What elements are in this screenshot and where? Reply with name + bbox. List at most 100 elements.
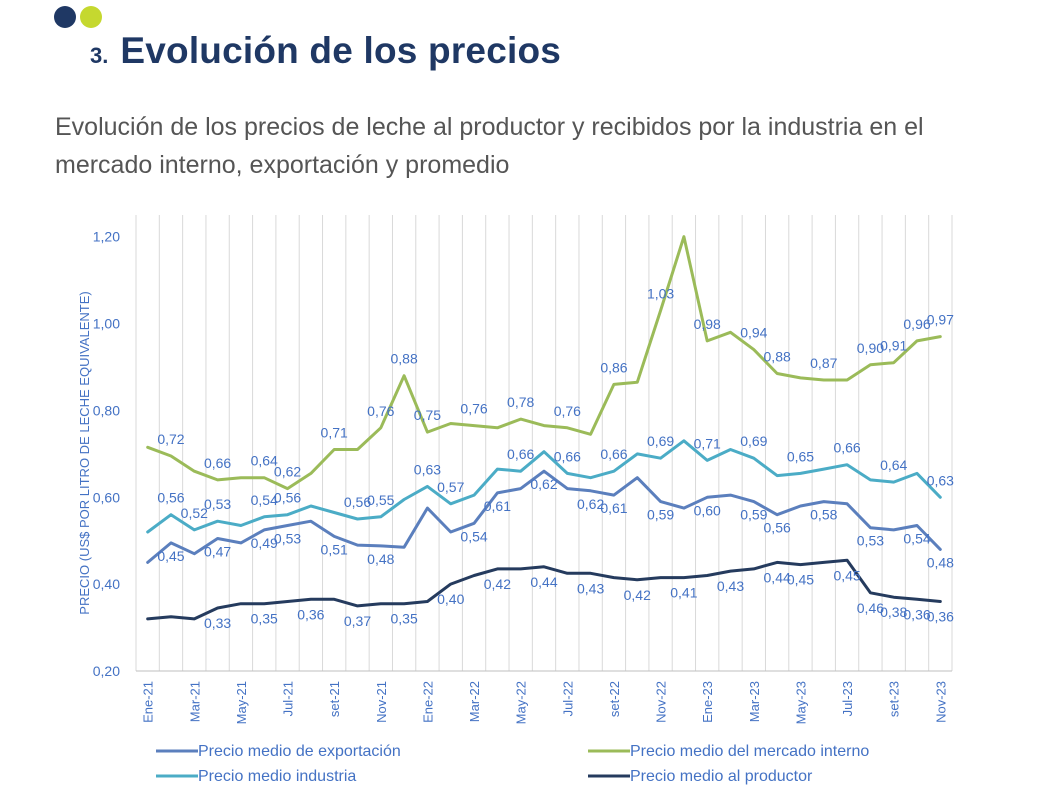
data-label: 0,48 — [927, 554, 954, 570]
x-tick-label: Nov-21 — [374, 681, 389, 723]
data-label: 0,59 — [740, 507, 767, 523]
data-label: 0,97 — [927, 312, 954, 328]
data-label: 0,53 — [857, 533, 884, 549]
data-label: 0,42 — [484, 576, 511, 592]
data-label: 0,69 — [647, 433, 674, 449]
legend-label: Precio medio al productor — [630, 768, 813, 785]
data-label: 0,98 — [694, 316, 721, 332]
data-label: 0,71 — [321, 425, 348, 441]
data-label: 0,52 — [181, 505, 208, 521]
x-tick-label: May-22 — [514, 681, 529, 724]
data-label: 0,54 — [903, 531, 930, 547]
x-tick-label: set-21 — [327, 681, 342, 717]
data-label: 0,56 — [764, 520, 791, 536]
y-axis-label: PRECIO (US$ POR LITRO DE LECHE EQUIVALEN… — [77, 291, 92, 614]
data-label: 0,76 — [460, 401, 487, 417]
data-label: 0,62 — [577, 496, 604, 512]
data-label: 0,62 — [274, 464, 301, 480]
data-label: 0,45 — [157, 548, 184, 564]
data-label: 0,35 — [251, 611, 278, 627]
x-tick-label: Jul-23 — [840, 681, 855, 716]
data-label: 0,94 — [740, 325, 767, 341]
data-label: 0,45 — [833, 567, 860, 583]
data-label: 0,56 — [157, 490, 184, 506]
x-tick-label: Ene-23 — [700, 681, 715, 723]
y-tick-label: 0,80 — [93, 402, 120, 418]
data-label: 0,57 — [437, 479, 464, 495]
data-label: 0,53 — [274, 531, 301, 547]
data-label: 0,66 — [833, 440, 860, 456]
navy-dot — [54, 6, 76, 28]
data-label: 0,71 — [694, 435, 721, 451]
x-tick-label: Jul-22 — [560, 681, 575, 716]
data-label: 0,46 — [857, 600, 884, 616]
series-line — [146, 558, 942, 621]
data-label: 0,72 — [157, 431, 184, 447]
data-label: 0,36 — [903, 606, 930, 622]
series-line — [146, 235, 942, 491]
data-label: 0,44 — [764, 569, 791, 585]
x-tick-label: Mar-22 — [467, 681, 482, 722]
data-label: 0,63 — [414, 461, 441, 477]
data-label: 0,96 — [903, 316, 930, 332]
data-label: 0,56 — [344, 494, 371, 510]
data-label: 0,54 — [460, 528, 487, 544]
data-label: 0,69 — [740, 433, 767, 449]
data-label: 1,03 — [647, 286, 674, 302]
data-label: 0,36 — [927, 609, 954, 625]
data-label: 0,66 — [204, 455, 231, 471]
data-label: 0,78 — [507, 394, 534, 410]
data-label: 0,58 — [810, 507, 837, 523]
data-label: 0,63 — [927, 472, 954, 488]
section-number: 3. — [90, 43, 109, 68]
data-label: 0,38 — [880, 604, 907, 620]
data-label: 0,35 — [390, 611, 417, 627]
lime-dot — [80, 6, 102, 28]
x-tick-label: Jul-21 — [281, 681, 296, 716]
data-label: 0,76 — [367, 403, 394, 419]
data-label: 0,40 — [437, 591, 464, 607]
x-tick-label: set-22 — [607, 681, 622, 717]
decorative-dots — [54, 6, 102, 28]
title-text: Evolución de los precios — [120, 30, 562, 71]
data-label: 0,55 — [367, 492, 394, 508]
data-label: 0,66 — [507, 446, 534, 462]
y-tick-label: 0,60 — [93, 489, 120, 505]
data-label: 0,61 — [484, 498, 511, 514]
x-tick-label: Mar-23 — [747, 681, 762, 722]
data-label: 0,44 — [530, 574, 557, 590]
data-label: 0,61 — [600, 500, 627, 516]
legend-label: Precio medio del mercado interno — [630, 743, 869, 760]
data-label: 0,65 — [787, 448, 814, 464]
y-tick-label: 0,20 — [93, 663, 120, 679]
page-title: 3. Evolución de los precios — [90, 30, 561, 72]
data-label: 0,86 — [600, 359, 627, 375]
data-label: 0,60 — [694, 502, 721, 518]
data-label: 0,66 — [600, 446, 627, 462]
chart-subtitle: Evolución de los precios de leche al pro… — [55, 113, 924, 179]
data-label: 0,87 — [810, 355, 837, 371]
x-tick-label: Nov-22 — [654, 681, 669, 723]
data-label: 0,91 — [880, 338, 907, 354]
x-tick-label: Mar-21 — [187, 681, 202, 722]
data-label: 0,49 — [251, 535, 278, 551]
data-label: 0,47 — [204, 544, 231, 560]
legend-label: Precio medio industria — [198, 768, 356, 785]
data-label: 0,48 — [367, 551, 394, 567]
data-label: 0,33 — [204, 615, 231, 631]
data-label: 0,54 — [251, 492, 278, 508]
x-tick-label: May-21 — [234, 681, 249, 724]
data-label: 0,53 — [204, 496, 231, 512]
x-tick-label: Ene-21 — [141, 681, 156, 723]
x-tick-label: Nov-23 — [933, 681, 948, 723]
data-label: 0,42 — [624, 587, 651, 603]
data-label: 0,66 — [554, 448, 581, 464]
data-label: 0,41 — [670, 585, 697, 601]
data-label: 0,36 — [297, 606, 324, 622]
x-tick-label: May-23 — [793, 681, 808, 724]
y-tick-label: 0,40 — [93, 576, 120, 592]
data-label: 0,62 — [530, 476, 557, 492]
data-label: 0,64 — [880, 457, 907, 473]
y-tick-label: 1,20 — [93, 229, 120, 245]
